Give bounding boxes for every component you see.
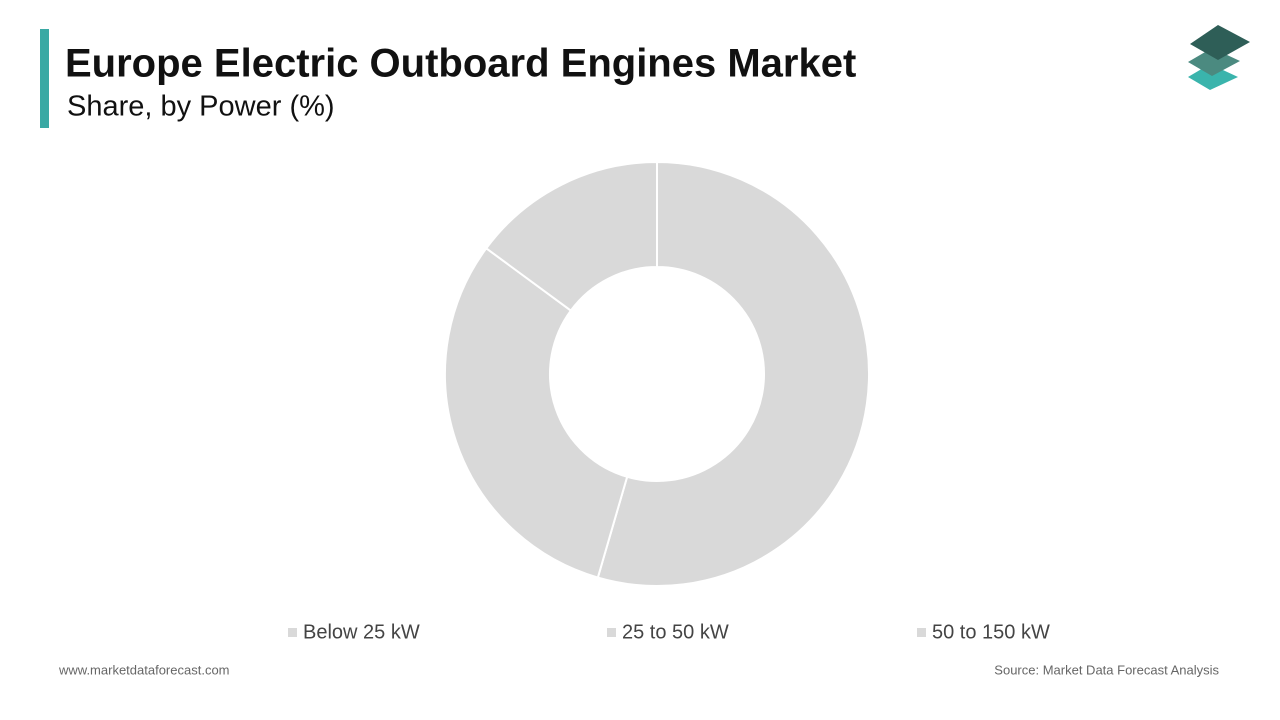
donut-slice <box>484 160 658 312</box>
donut-slice <box>444 246 629 579</box>
chart-title: Europe Electric Outboard Engines Market <box>65 42 856 86</box>
legend-label: 50 to 150 kW <box>932 621 1050 643</box>
legend-swatch <box>917 628 926 637</box>
source: Source: Market Data Forecast Analysis <box>994 662 1219 677</box>
legend-swatch <box>288 628 297 637</box>
legend-label: Below 25 kW <box>303 621 420 643</box>
website: www.marketdataforecast.com <box>58 662 230 677</box>
title-accent <box>40 29 49 128</box>
legend-label: 25 to 50 kW <box>622 621 729 643</box>
chart-subtitle: Share, by Power (%) <box>67 91 335 123</box>
donut-slice <box>596 160 870 587</box>
logo <box>1188 25 1250 90</box>
legend-swatch <box>607 628 616 637</box>
